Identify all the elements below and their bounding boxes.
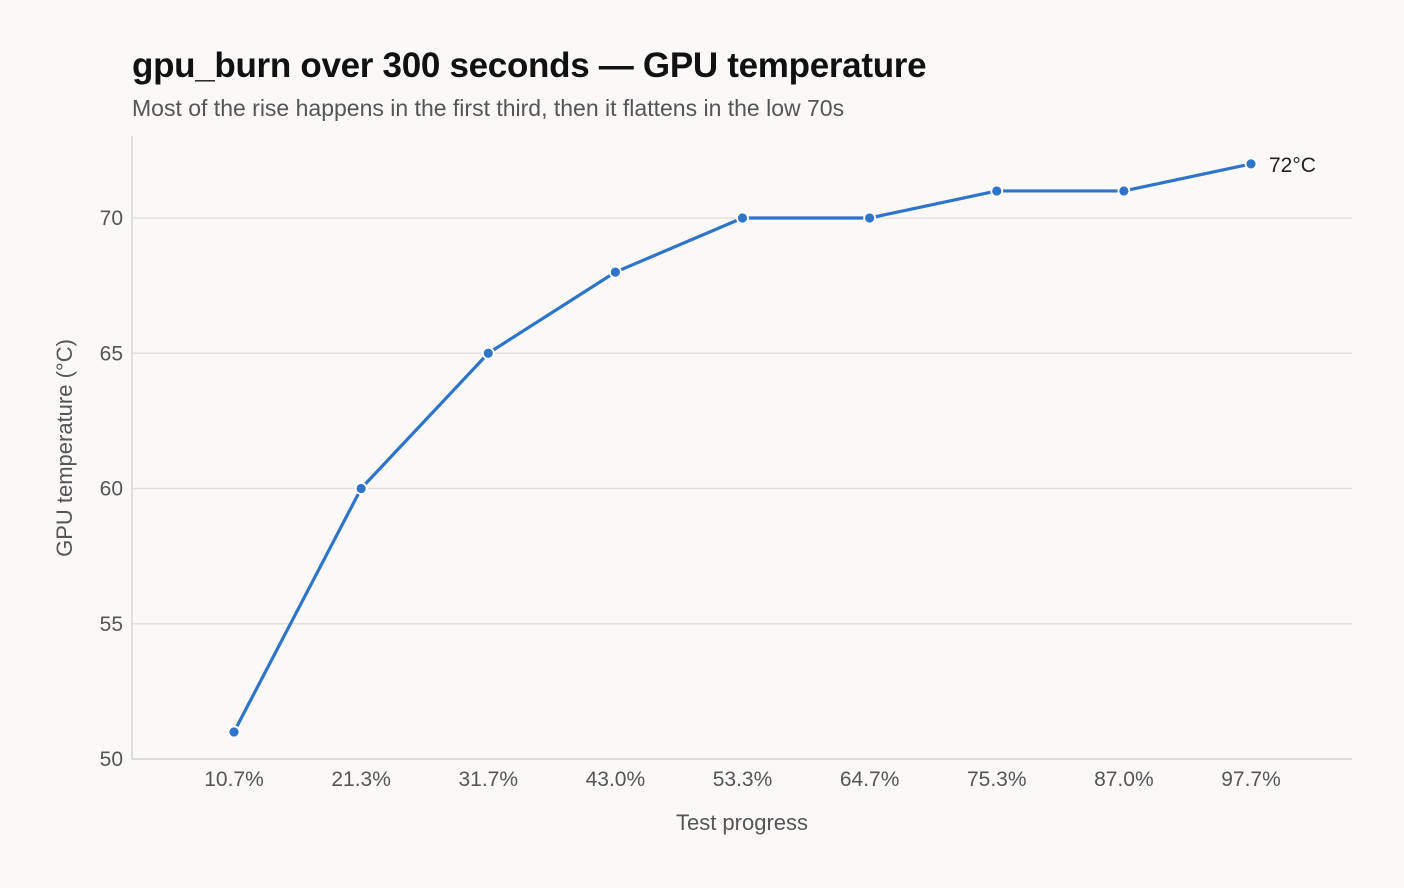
y-tick-label: 70 bbox=[100, 207, 123, 230]
x-tick-label: 75.3% bbox=[967, 768, 1027, 791]
chart-subtitle: Most of the rise happens in the first th… bbox=[132, 95, 845, 121]
x-tick-label: 64.7% bbox=[840, 768, 900, 791]
data-point bbox=[990, 184, 1004, 198]
x-tick-label: 10.7% bbox=[204, 768, 264, 791]
x-tick-label: 87.0% bbox=[1094, 768, 1154, 791]
y-tick-label: 55 bbox=[100, 613, 123, 636]
x-tick-label: 21.3% bbox=[331, 768, 391, 791]
data-point bbox=[608, 265, 622, 279]
chart-title: gpu_burn over 300 seconds — GPU temperat… bbox=[132, 46, 927, 85]
data-point bbox=[1244, 157, 1258, 171]
x-axis-title: Test progress bbox=[676, 810, 808, 835]
x-tick-labels: 10.7% 21.3% 31.7% 43.0% 53.3% 64.7% 75.3% 87.0%… bbox=[204, 768, 1281, 791]
data-point bbox=[481, 346, 495, 360]
x-tick-label: 31.7% bbox=[458, 768, 518, 791]
data-point bbox=[354, 482, 368, 495]
data-point bbox=[736, 211, 749, 225]
data-point bbox=[227, 725, 241, 739]
end-value-label: 72°C bbox=[1269, 154, 1316, 177]
series-line bbox=[232, 162, 1253, 734]
data-point bbox=[1117, 184, 1131, 198]
gridlines bbox=[132, 217, 1352, 625]
y-tick-label: 65 bbox=[100, 342, 123, 365]
x-tick-label: 43.0% bbox=[586, 768, 646, 791]
y-tick-labels: 50 55 60 65 70 bbox=[100, 207, 123, 771]
y-axis-title: GPU temperature (°C) bbox=[52, 339, 77, 557]
data-point bbox=[863, 211, 877, 225]
y-tick-label: 60 bbox=[100, 478, 123, 501]
y-tick-label: 50 bbox=[100, 748, 123, 771]
data-points bbox=[227, 157, 1258, 739]
x-tick-label: 53.3% bbox=[713, 768, 773, 791]
x-tick-label: 97.7% bbox=[1221, 768, 1281, 791]
